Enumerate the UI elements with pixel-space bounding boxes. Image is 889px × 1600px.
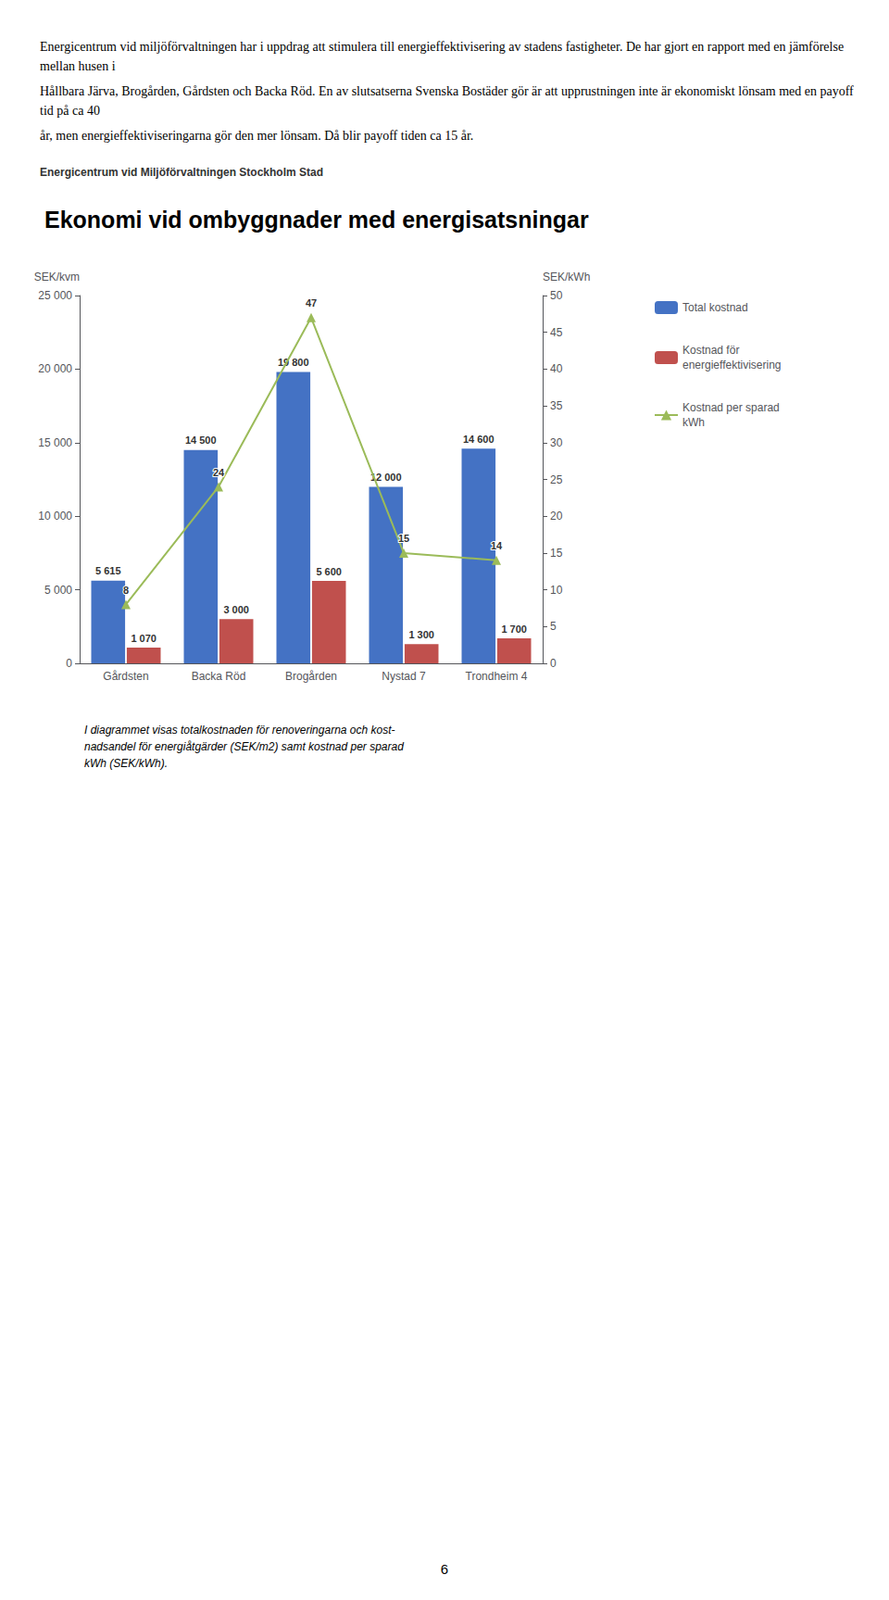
svg-text:Nystad 7: Nystad 7 — [381, 669, 426, 683]
html-text:Hållbara Järva, Brogården, Går: Hållbara Järva, Brogården, Gårdsten och … — [39, 84, 854, 118]
svg-text:SEK/kvm: SEK/kvm — [34, 270, 80, 284]
svg-text:energieffektivisering: energieffektivisering — [682, 358, 782, 372]
html-text:6: 6 — [440, 1560, 449, 1577]
svg-text:14 500: 14 500 — [185, 434, 217, 446]
svg-text:45: 45 — [550, 325, 564, 339]
svg-text:Gårdsten: Gårdsten — [102, 669, 149, 683]
svg-text:50: 50 — [550, 288, 564, 302]
html-text:Energicentrum vid Miljöförvalt: Energicentrum vid Miljöförvaltningen Sto… — [39, 165, 324, 179]
svg-text:20: 20 — [550, 509, 564, 523]
svg-text:10: 10 — [550, 583, 564, 597]
svg-text:24: 24 — [212, 466, 226, 478]
svg-text:30: 30 — [550, 436, 564, 450]
svg-text:15: 15 — [550, 546, 564, 560]
svg-text:1 070: 1 070 — [130, 632, 157, 644]
html-text:år, men energieffektiviseringa: år, men energieffektiviseringarna gör de… — [39, 128, 474, 143]
svg-text:Brogården: Brogården — [285, 669, 338, 683]
svg-text:40: 40 — [550, 362, 564, 376]
svg-text:Ekonomi vid ombyggnader med en: Ekonomi vid ombyggnader med energisatsni… — [44, 206, 589, 233]
svg-text:5 000: 5 000 — [44, 583, 73, 597]
svg-text:20 000: 20 000 — [37, 362, 73, 376]
svg-text:1 300: 1 300 — [408, 628, 435, 640]
svg-text:kWh: kWh — [682, 415, 705, 429]
svg-text:25: 25 — [550, 473, 564, 487]
svg-text:3 000: 3 000 — [223, 603, 250, 615]
svg-text:15: 15 — [398, 532, 410, 544]
svg-text:0: 0 — [65, 656, 73, 670]
svg-text:10 000: 10 000 — [37, 509, 73, 523]
svg-text:Kostnad per sparad: Kostnad per sparad — [682, 400, 780, 414]
svg-text:8: 8 — [123, 584, 129, 596]
svg-text:Backa Röd: Backa Röd — [191, 669, 247, 683]
svg-text:0: 0 — [550, 656, 557, 670]
svg-text:15 000: 15 000 — [37, 436, 73, 450]
svg-text:Total kostnad: Total kostnad — [682, 300, 749, 314]
html-text:Energicentrum vid miljöförvalt: Energicentrum vid miljöförvaltningen har… — [39, 39, 844, 74]
svg-text:25 000: 25 000 — [37, 288, 73, 302]
svg-text:5 600: 5 600 — [315, 565, 342, 577]
svg-text:Trondheim 4: Trondheim 4 — [465, 669, 528, 683]
svg-text:Kostnad för: Kostnad för — [682, 343, 739, 357]
svg-text:47: 47 — [305, 297, 317, 309]
svg-text:35: 35 — [550, 399, 564, 413]
html-text:I diagrammet visas totalkostna: I diagrammet visas totalkostnaden för re… — [84, 723, 395, 737]
html-text:nadsandel för energiåtgärder (: nadsandel för energiåtgärder (SEK/m2) sa… — [84, 739, 404, 753]
svg-text:SEK/kWh: SEK/kWh — [542, 270, 590, 284]
svg-text:1 700: 1 700 — [500, 623, 527, 635]
svg-text:14 600: 14 600 — [463, 433, 495, 445]
svg-text:19 800: 19 800 — [277, 356, 310, 368]
html-text:kWh (SEK/kWh).: kWh (SEK/kWh). — [84, 756, 168, 770]
svg-text:12 000: 12 000 — [370, 471, 402, 483]
svg-text:5: 5 — [550, 619, 557, 633]
svg-text:5 615: 5 615 — [95, 564, 122, 576]
svg-text:14: 14 — [490, 539, 503, 551]
